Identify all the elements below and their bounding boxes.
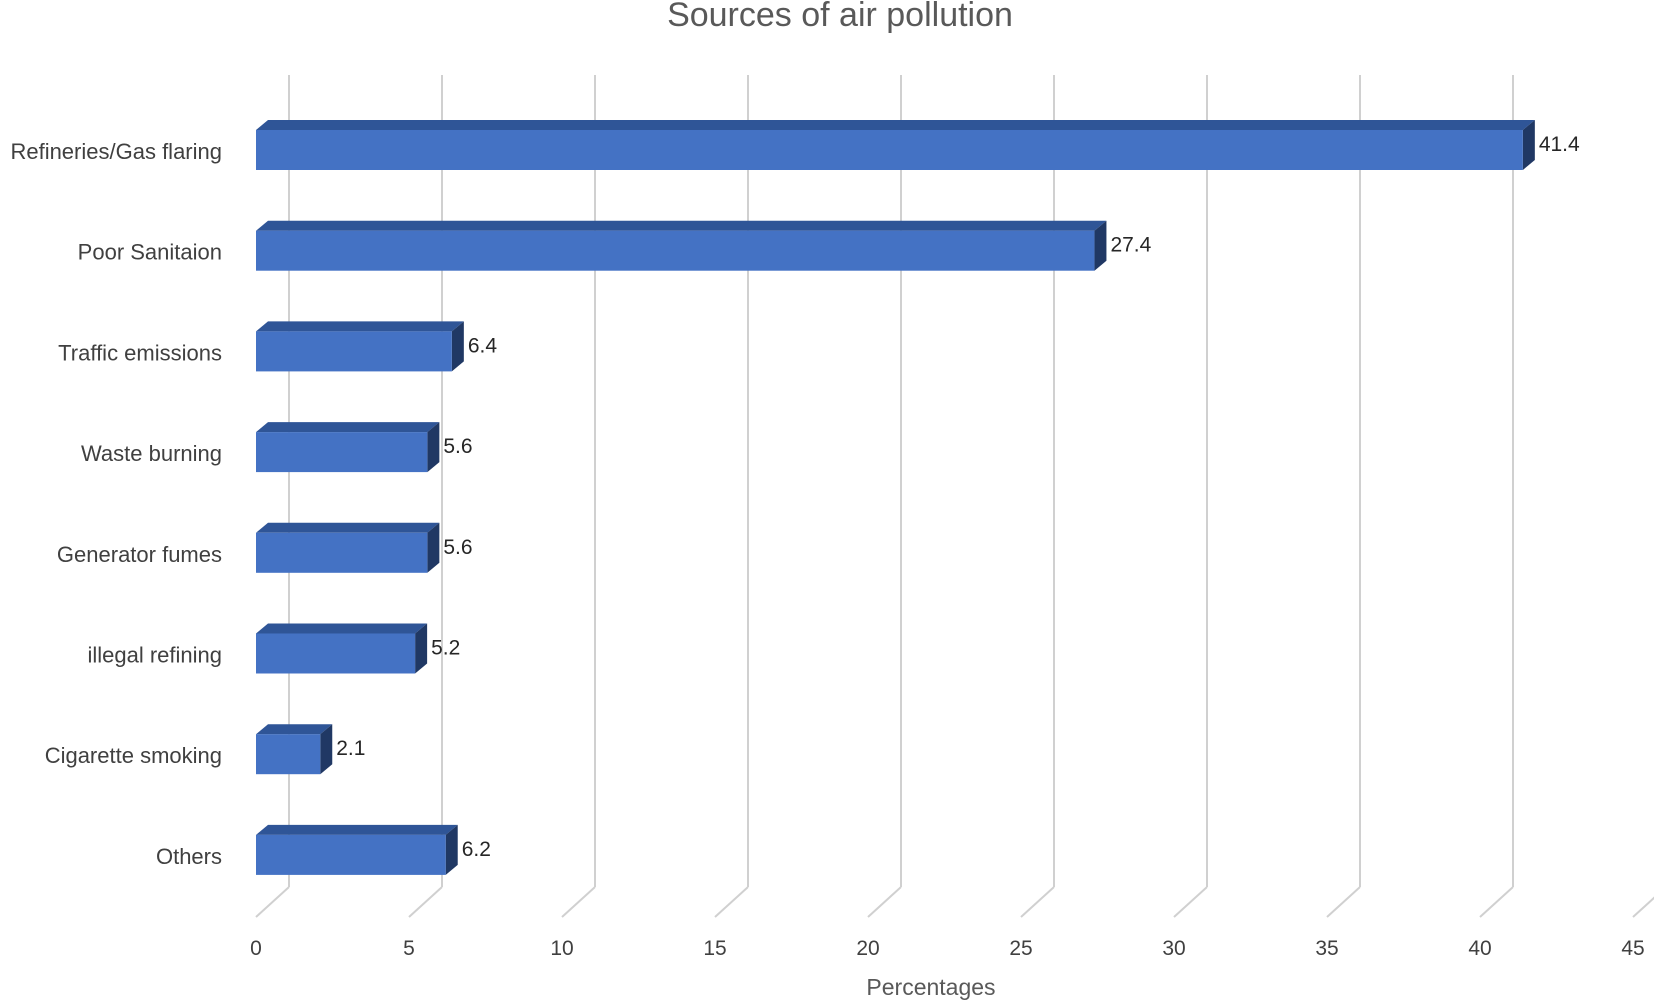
bar-top-face <box>256 220 1107 231</box>
bar-side-face <box>320 724 333 775</box>
x-tick-label: 10 <box>550 937 573 960</box>
bar-side-face <box>427 422 440 473</box>
bar <box>256 422 440 473</box>
x-tick-labels: 0 5 10 15 20 25 30 35 40 45 <box>250 937 1645 960</box>
gridline-floor <box>255 886 290 918</box>
x-tick-label: 45 <box>1621 937 1644 960</box>
category-label: Poor Sanitaion <box>78 240 222 265</box>
bar-side-face <box>415 623 428 674</box>
x-tick-label: 20 <box>856 937 879 960</box>
bar-side-face <box>427 522 440 573</box>
gridline-floor <box>867 886 902 918</box>
gridline-floor <box>561 886 596 918</box>
bar <box>256 824 458 875</box>
gridline-floor <box>408 886 443 918</box>
bar-top-face <box>256 724 333 735</box>
data-label: 6.2 <box>462 838 491 861</box>
x-tick-label: 0 <box>250 937 262 960</box>
bar-side-face <box>451 321 464 372</box>
bar-top-face <box>256 321 464 332</box>
category-label: Refineries/Gas flaring <box>10 139 222 164</box>
category-labels: Refineries/Gas flaring Poor Sanitaion Traf… <box>10 139 222 869</box>
gridline-floor <box>1479 886 1514 918</box>
category-label: Generator fumes <box>57 542 222 567</box>
bar <box>256 321 464 372</box>
bar-front-face <box>256 130 1523 170</box>
data-label: 5.6 <box>443 435 472 458</box>
bar-side-face <box>445 824 458 875</box>
gridline-floor <box>1020 886 1055 918</box>
data-labels: 41.4 27.4 6.4 5.6 5.6 5.2 2.1 6.2 <box>336 133 1580 861</box>
data-label: 2.1 <box>336 737 365 760</box>
category-label: illegal refining <box>87 643 222 668</box>
bar-top-face <box>256 120 1535 130</box>
gridline-floor <box>714 886 749 918</box>
bar-side-face <box>1522 120 1535 170</box>
chart-title: Sources of air pollution <box>667 0 1013 34</box>
category-label: Others <box>156 844 222 869</box>
bar-top-face <box>256 522 440 533</box>
gridlines <box>255 75 1654 918</box>
gridline-floor <box>1326 886 1361 918</box>
data-label: 5.2 <box>431 637 460 660</box>
bar <box>256 522 440 573</box>
bar-top-face <box>256 623 428 634</box>
bar-front-face <box>256 633 416 674</box>
category-label: Waste burning <box>81 441 222 466</box>
bar <box>256 220 1107 271</box>
bars <box>256 120 1535 875</box>
bar-front-face <box>256 331 452 372</box>
x-axis-title: Percentages <box>866 974 995 1000</box>
category-label: Traffic emissions <box>58 340 222 365</box>
bar-front-face <box>256 834 446 875</box>
bar <box>256 120 1535 170</box>
bar <box>256 623 428 674</box>
gridline-floor <box>1632 896 1654 918</box>
gridline-floor <box>1173 886 1208 918</box>
bar-front-face <box>256 230 1095 271</box>
data-label: 6.4 <box>468 334 498 357</box>
data-label: 5.6 <box>443 536 472 559</box>
bar-front-face <box>256 532 428 573</box>
x-tick-label: 40 <box>1468 937 1491 960</box>
x-tick-label: 5 <box>403 937 415 960</box>
bar-top-face <box>256 422 440 433</box>
x-tick-label: 35 <box>1315 937 1338 960</box>
bar-front-face <box>256 734 321 775</box>
x-tick-label: 15 <box>703 937 726 960</box>
bar-side-face <box>1094 220 1107 271</box>
category-label: Cigarette smoking <box>45 743 222 768</box>
bar <box>256 724 333 775</box>
x-tick-label: 25 <box>1009 937 1032 960</box>
x-tick-label: 30 <box>1162 937 1185 960</box>
bar-front-face <box>256 432 428 473</box>
data-label: 41.4 <box>1539 133 1580 156</box>
bar-top-face <box>256 824 458 835</box>
data-label: 27.4 <box>1110 234 1151 257</box>
